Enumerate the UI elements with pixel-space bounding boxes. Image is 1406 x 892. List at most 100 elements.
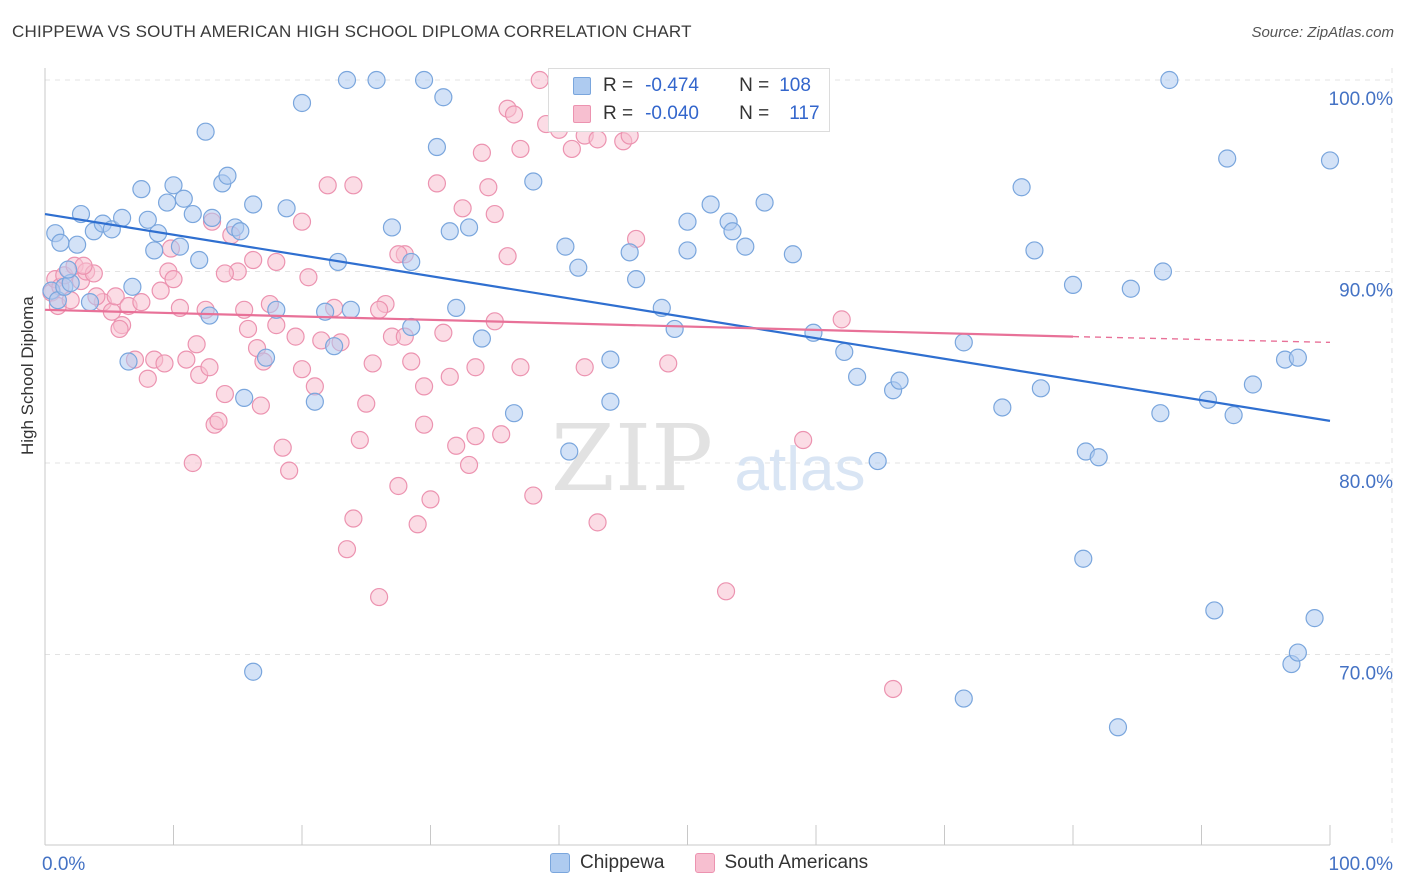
- data-point-chippewa: [119, 352, 138, 371]
- legend-r-label: R =: [603, 103, 634, 124]
- data-point-south-americans: [832, 310, 851, 329]
- series-name-chippewa: Chippewa: [580, 852, 665, 873]
- data-point-chippewa: [112, 208, 132, 227]
- data-point-south-americans: [402, 352, 421, 371]
- data-point-south-americans: [370, 300, 389, 319]
- data-point-chippewa: [1089, 448, 1108, 467]
- data-point-south-americans: [110, 319, 129, 339]
- legend-swatch-chippewa: [573, 77, 591, 95]
- data-point-south-americans: [292, 360, 312, 379]
- data-point-chippewa: [196, 122, 215, 141]
- data-point-chippewa: [414, 70, 434, 90]
- data-point-south-americans: [492, 425, 511, 444]
- data-point-chippewa: [382, 218, 402, 237]
- data-point-south-americans: [504, 105, 524, 124]
- data-point-chippewa: [755, 193, 774, 212]
- data-point-chippewa: [367, 70, 386, 90]
- data-point-chippewa: [202, 208, 222, 227]
- data-point-chippewa: [277, 199, 296, 218]
- data-point-south-americans: [498, 247, 517, 266]
- legend-r-label: R =: [603, 75, 634, 96]
- data-point-chippewa: [68, 235, 87, 254]
- chippewa-points: [42, 70, 1340, 737]
- data-point-south-americans: [209, 411, 228, 430]
- data-point-chippewa: [1153, 262, 1173, 281]
- data-point-chippewa: [434, 88, 453, 107]
- data-point-chippewa: [665, 319, 684, 339]
- data-point-south-americans: [251, 396, 270, 415]
- data-point-chippewa: [123, 277, 142, 296]
- data-point-chippewa: [1121, 279, 1140, 298]
- series-legend: Chippewa South Americans: [550, 852, 898, 874]
- data-point-chippewa: [560, 442, 579, 461]
- data-point-chippewa: [447, 298, 466, 317]
- data-point-south-americans: [479, 178, 498, 197]
- data-point-chippewa: [235, 388, 254, 407]
- data-point-south-americans: [466, 427, 485, 446]
- data-point-chippewa: [524, 172, 543, 191]
- data-point-south-americans: [151, 281, 170, 300]
- data-point-south-americans: [440, 367, 459, 386]
- data-point-chippewa: [157, 193, 177, 212]
- data-point-chippewa: [402, 317, 421, 337]
- data-point-chippewa: [1218, 149, 1237, 168]
- data-point-south-americans: [238, 319, 258, 339]
- data-point-south-americans: [427, 174, 447, 193]
- watermark-zip: ZIP: [551, 405, 713, 512]
- data-point-chippewa: [402, 252, 421, 272]
- data-point-south-americans: [716, 582, 736, 601]
- data-point-chippewa: [440, 222, 459, 241]
- data-point-south-americans: [215, 384, 234, 404]
- data-point-south-americans: [132, 293, 151, 312]
- data-point-south-americans: [286, 327, 305, 346]
- data-point-chippewa: [231, 222, 250, 241]
- data-point-chippewa: [1025, 241, 1044, 260]
- trend-lines: [44, 212, 1331, 422]
- data-point-chippewa: [59, 260, 78, 279]
- data-point-chippewa: [723, 222, 742, 241]
- data-point-chippewa: [190, 250, 209, 270]
- data-point-south-americans: [414, 415, 434, 434]
- data-point-south-americans: [350, 430, 369, 450]
- data-point-chippewa: [848, 367, 867, 386]
- data-point-south-americans: [363, 354, 382, 373]
- axes: [44, 68, 1331, 846]
- data-point-south-americans: [511, 358, 530, 377]
- legend-r-value: -0.474: [645, 75, 699, 96]
- data-point-south-americans: [187, 335, 206, 354]
- data-point-south-americans: [215, 264, 234, 283]
- data-point-south-americans: [337, 540, 357, 559]
- data-point-chippewa: [80, 293, 100, 312]
- data-point-south-americans: [883, 679, 903, 699]
- data-point-chippewa: [1012, 178, 1031, 197]
- data-point-chippewa: [325, 337, 344, 356]
- legend-n-label: N =: [739, 103, 770, 124]
- south-americans-points: [42, 70, 903, 699]
- data-point-south-americans: [588, 513, 607, 532]
- data-point-south-americans: [177, 350, 196, 369]
- data-point-chippewa: [601, 392, 620, 411]
- data-point-south-americans: [575, 358, 594, 377]
- data-point-south-americans: [74, 256, 93, 275]
- data-point-south-americans: [292, 212, 312, 231]
- data-point-south-americans: [106, 287, 125, 306]
- data-point-chippewa: [337, 70, 357, 90]
- source-label: Source: ZipAtlas.com: [1251, 24, 1394, 41]
- data-point-chippewa: [164, 176, 183, 195]
- data-point-south-americans: [408, 515, 427, 534]
- data-point-south-americans: [344, 509, 363, 528]
- data-point-chippewa: [305, 392, 324, 411]
- data-point-chippewa: [954, 689, 973, 708]
- data-point-chippewa: [1243, 375, 1263, 394]
- data-point-chippewa: [1288, 643, 1307, 662]
- data-point-south-americans: [530, 70, 549, 90]
- data-point-chippewa: [427, 137, 447, 157]
- data-point-chippewa: [1031, 379, 1050, 398]
- data-point-chippewa: [472, 329, 491, 348]
- data-point-chippewa: [678, 241, 697, 260]
- data-point-south-americans: [485, 204, 504, 224]
- data-point-chippewa: [170, 237, 190, 256]
- data-point-chippewa: [1320, 151, 1340, 170]
- data-point-south-americans: [357, 394, 376, 413]
- data-point-chippewa: [1205, 601, 1224, 620]
